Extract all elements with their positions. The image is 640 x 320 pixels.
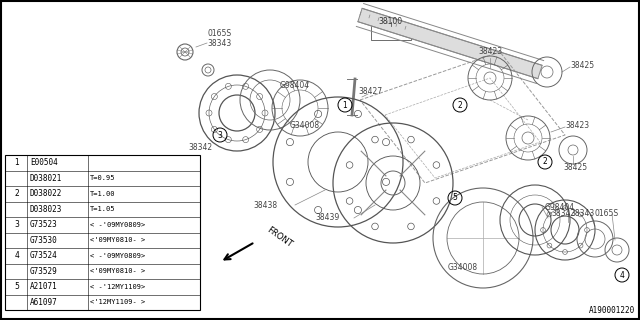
Text: 3: 3 <box>218 131 223 140</box>
Text: 38343: 38343 <box>207 38 231 47</box>
Text: 0165S: 0165S <box>595 209 619 218</box>
Text: T=1.00: T=1.00 <box>90 191 115 197</box>
Text: 38425: 38425 <box>570 60 594 69</box>
Text: G73524: G73524 <box>30 251 58 260</box>
Text: 38439: 38439 <box>316 213 340 222</box>
Text: G73530: G73530 <box>30 236 58 245</box>
Text: G34008: G34008 <box>290 121 320 130</box>
Text: A21071: A21071 <box>30 282 58 291</box>
Text: 1: 1 <box>342 100 348 109</box>
Text: D038021: D038021 <box>30 174 62 183</box>
Text: 0165S: 0165S <box>207 28 231 37</box>
Bar <box>5 155 200 310</box>
Text: D038022: D038022 <box>30 189 62 198</box>
Text: T=0.95: T=0.95 <box>90 175 115 181</box>
Text: G73529: G73529 <box>30 267 58 276</box>
Text: 2: 2 <box>15 189 19 198</box>
Text: 4: 4 <box>620 270 625 279</box>
Polygon shape <box>358 8 542 79</box>
Text: T=1.05: T=1.05 <box>90 206 115 212</box>
Text: G98404: G98404 <box>545 203 575 212</box>
Text: G98404: G98404 <box>280 81 310 90</box>
Text: 38427: 38427 <box>358 87 382 97</box>
Text: < -'12MY1109>: < -'12MY1109> <box>90 284 145 290</box>
Text: 38425: 38425 <box>563 164 587 172</box>
Text: 4: 4 <box>15 251 19 260</box>
Text: FRONT: FRONT <box>265 225 294 249</box>
Text: 3: 3 <box>15 220 19 229</box>
Text: 38423: 38423 <box>565 121 589 130</box>
Bar <box>371 26 411 40</box>
Text: E00504: E00504 <box>30 158 58 167</box>
Text: <'09MY0810- >: <'09MY0810- > <box>90 268 145 274</box>
Text: A61097: A61097 <box>30 298 58 307</box>
Text: G73523: G73523 <box>30 220 58 229</box>
Text: 38100: 38100 <box>378 18 402 27</box>
Text: 1: 1 <box>15 158 19 167</box>
Text: 38343: 38343 <box>571 209 595 218</box>
Text: < -'09MY0809>: < -'09MY0809> <box>90 222 145 228</box>
Text: 2: 2 <box>543 157 547 166</box>
Text: 2: 2 <box>458 100 462 109</box>
Text: 5: 5 <box>452 194 458 203</box>
Text: 38342: 38342 <box>188 143 212 153</box>
Text: < -'09MY0809>: < -'09MY0809> <box>90 253 145 259</box>
Text: D038023: D038023 <box>30 205 62 214</box>
Text: 38423: 38423 <box>478 47 502 57</box>
Text: <'12MY1109- >: <'12MY1109- > <box>90 299 145 305</box>
Text: 38342: 38342 <box>551 209 575 218</box>
Text: A190001220: A190001220 <box>589 306 635 315</box>
Text: 5: 5 <box>15 282 19 291</box>
Text: 38438: 38438 <box>253 201 277 210</box>
Text: G34008: G34008 <box>448 263 478 273</box>
Text: <'09MY0810- >: <'09MY0810- > <box>90 237 145 243</box>
